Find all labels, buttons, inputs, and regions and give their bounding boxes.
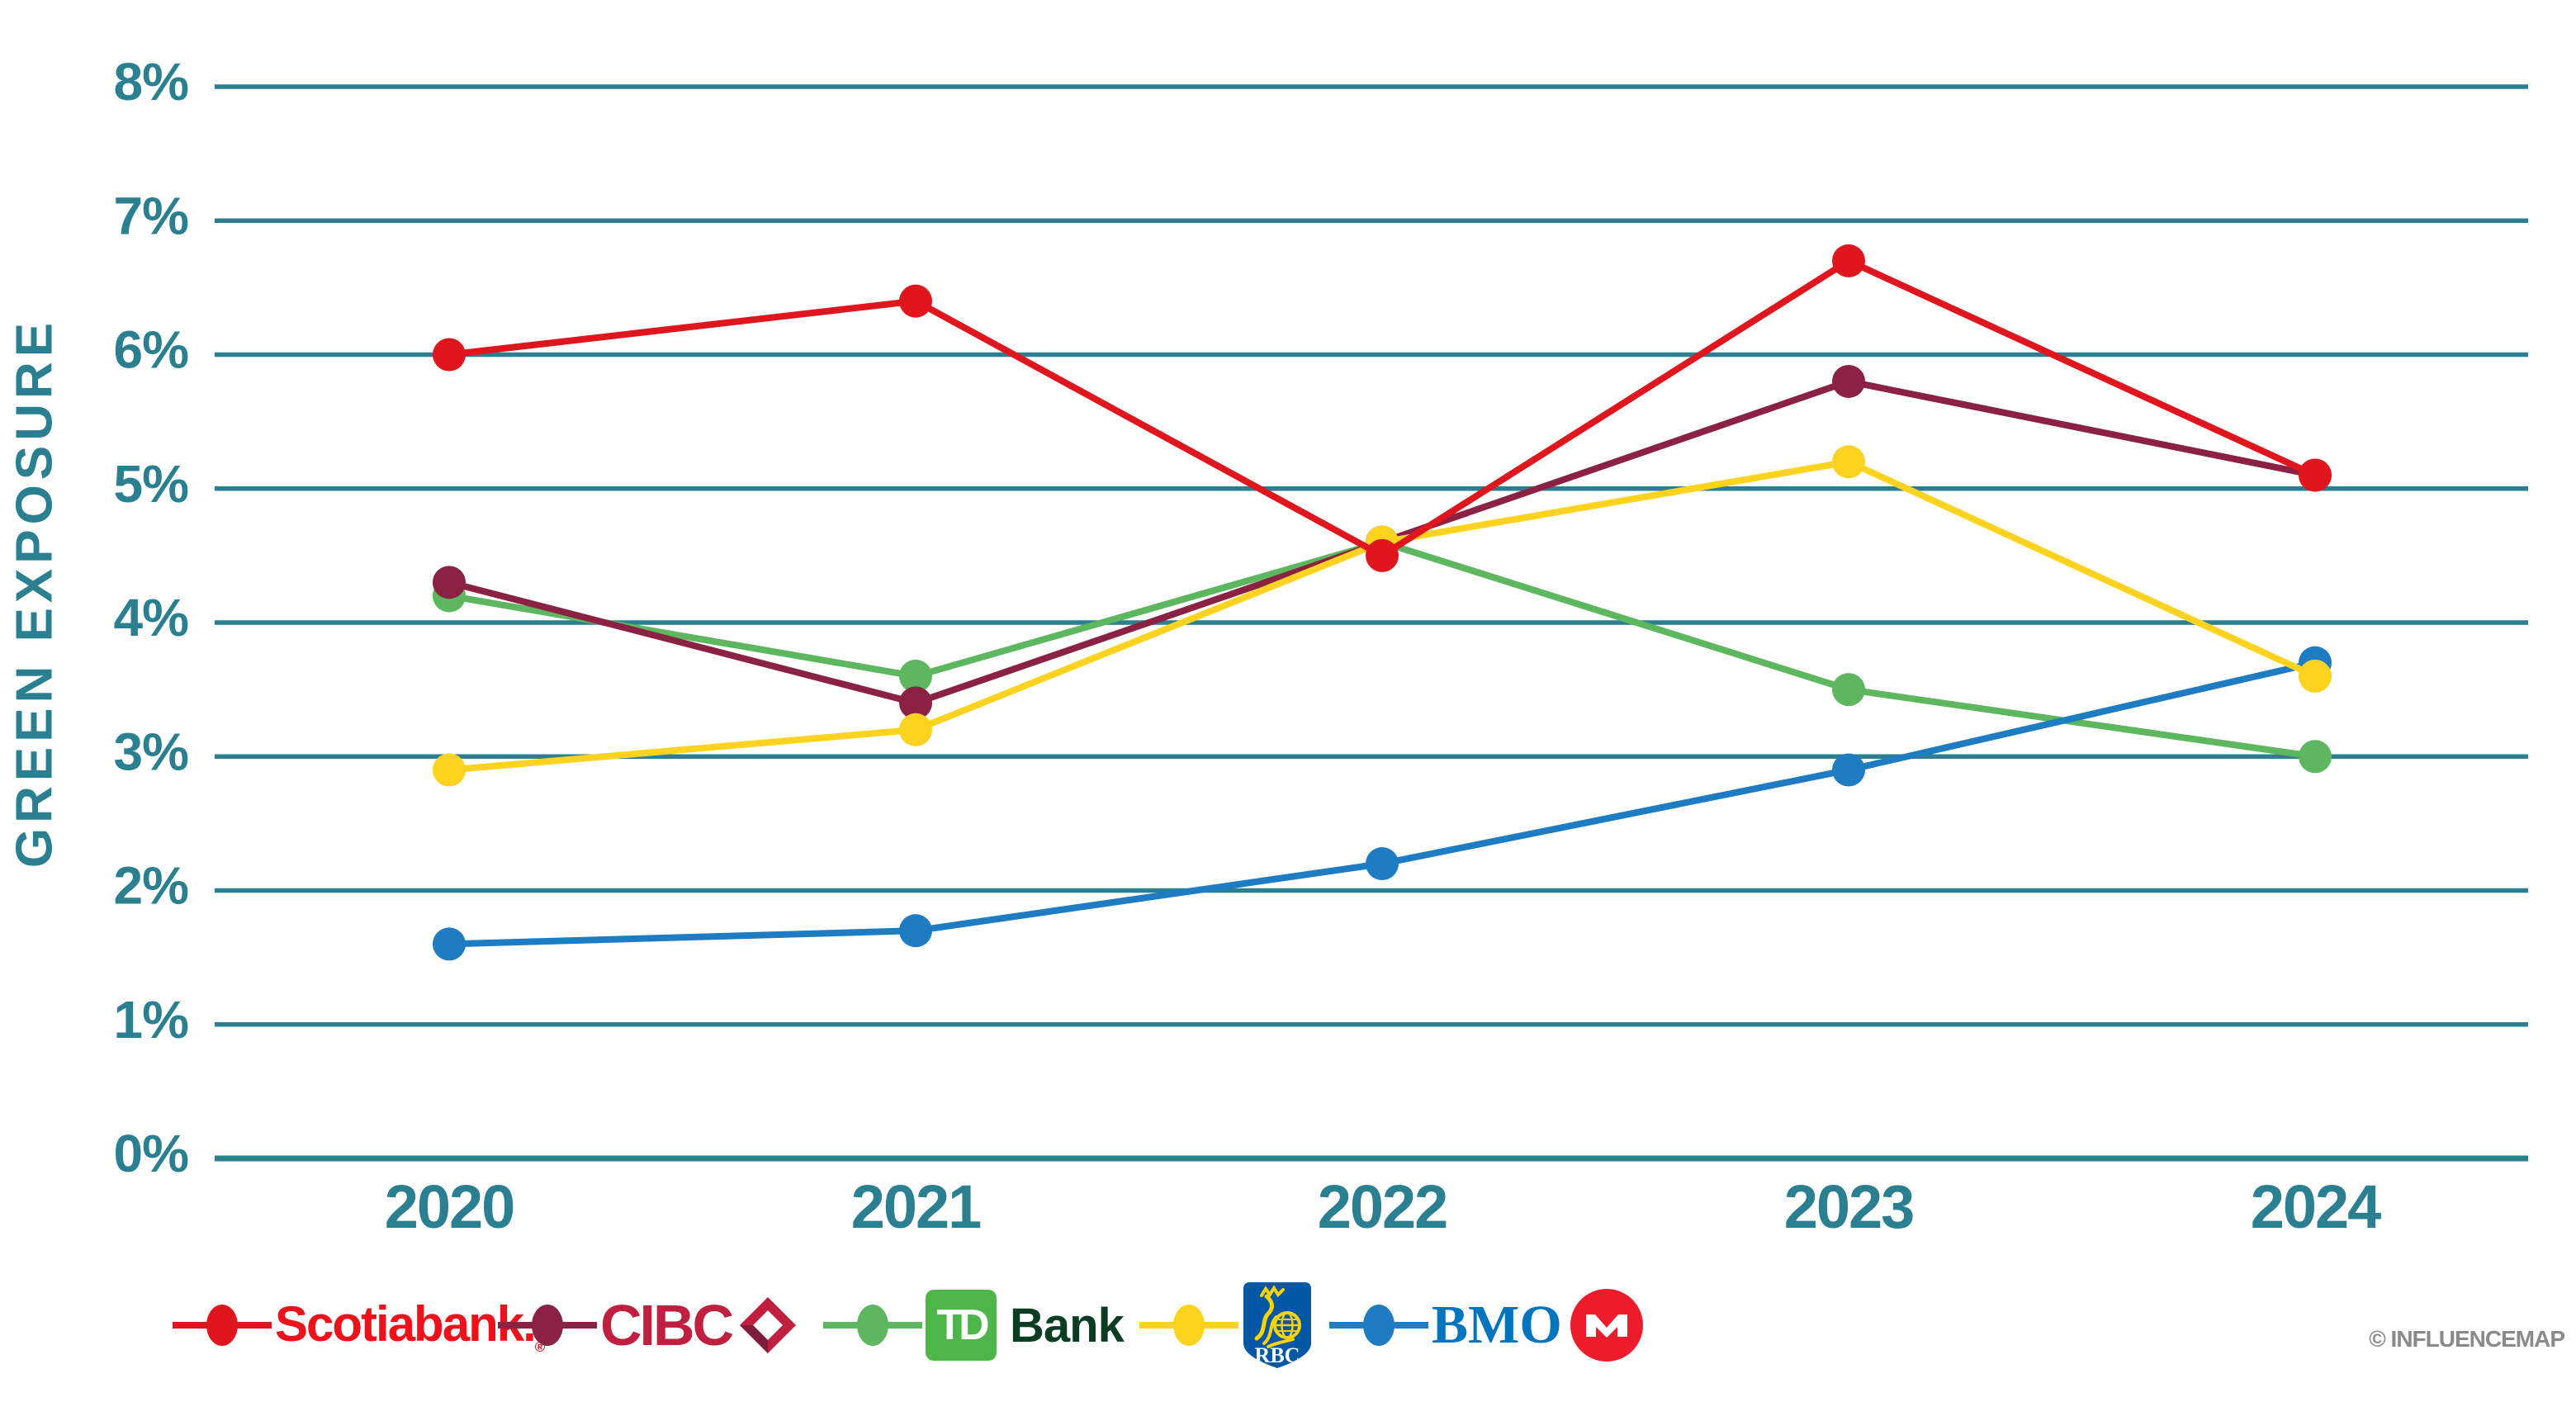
data-point-cibc-2020	[433, 566, 466, 599]
y-tick-label-3%: 3%	[114, 722, 189, 781]
bmo-roundel-icon	[1570, 1289, 1643, 1362]
data-point-td-bank-2024	[2299, 740, 2332, 774]
y-tick-label-7%: 7%	[114, 186, 189, 245]
td-bank-text: Bank	[1010, 1298, 1125, 1352]
y-tick-label-0%: 0%	[114, 1124, 189, 1183]
line-chart: 0% 1% 2% 3% 4% 5% 6% 7% 8% 2020 2021 2022 2023 2024	[114, 52, 2528, 1241]
x-tick-label-2020: 2020	[385, 1172, 514, 1241]
legend-marker-rbc	[1139, 1305, 1238, 1346]
data-point-rbc-2021	[899, 713, 932, 746]
legend-item-cibc: CIBC	[498, 1276, 798, 1375]
data-point-cibc-2023	[1832, 364, 1865, 398]
y-tick-label-8%: 8%	[114, 52, 189, 111]
legend-item-rbc: RBC	[1139, 1276, 1313, 1375]
y-tick-label-1%: 1%	[114, 990, 189, 1049]
data-point-rbc-2024	[2299, 659, 2332, 693]
data-point-scotiabank-2021	[899, 284, 932, 318]
legend-marker-bmo	[1329, 1305, 1428, 1346]
cibc-wordmark: CIBC	[600, 1293, 734, 1357]
rbc-shield-icon: RBC	[1243, 1282, 1311, 1368]
data-point-scotiabank-2020	[433, 338, 466, 372]
x-tick-label-2023: 2023	[1784, 1172, 1914, 1241]
data-point-bmo-2020	[433, 927, 466, 961]
y-tick-label-5%: 5%	[114, 454, 189, 514]
data-point-scotiabank-2024	[2299, 458, 2332, 492]
td-bank-logo: TD Bank	[926, 1290, 1125, 1361]
scotiabank-wordmark: Scotiabank.	[275, 1295, 537, 1352]
td-logo-square: TD	[926, 1290, 997, 1361]
data-point-td-bank-2021	[899, 659, 932, 693]
y-tick-label-2%: 2%	[114, 856, 189, 916]
bmo-wordmark: BMO	[1432, 1295, 1562, 1355]
td-logo-letters: TD	[936, 1301, 989, 1349]
data-point-scotiabank-2023	[1832, 244, 1865, 277]
series-line-scotiabank	[448, 257, 2317, 559]
y-tick-label-6%: 6%	[114, 320, 189, 380]
legend-marker-cibc	[498, 1305, 597, 1346]
scotiabank-logo: Scotiabank.®	[275, 1295, 545, 1356]
data-point-rbc-2020	[433, 753, 466, 787]
x-tick-label-2024: 2024	[2251, 1172, 2381, 1241]
x-tick-label-2022: 2022	[1318, 1172, 1447, 1241]
rbc-logo: RBC	[1242, 1281, 1313, 1370]
data-point-cibc-2021	[899, 686, 932, 720]
x-tick-label-2021: 2021	[851, 1172, 981, 1241]
data-point-scotiabank-2022	[1366, 538, 1399, 572]
rbc-shield-text: RBC	[1255, 1343, 1300, 1367]
data-point-bmo-2022	[1366, 847, 1399, 881]
bmo-logo: BMO	[1432, 1289, 1643, 1362]
legend-item-scotiabank: Scotiabank.®	[173, 1276, 545, 1375]
data-point-bmo-2021	[899, 914, 932, 948]
data-point-td-bank-2023	[1832, 673, 1865, 707]
data-point-bmo-2023	[1832, 753, 1865, 787]
cibc-diamond-icon	[740, 1297, 797, 1353]
influencemap-watermark: © INFLUENCEMAP	[2369, 1326, 2565, 1352]
data-point-rbc-2023	[1832, 445, 1865, 479]
legend-item-bmo: BMO	[1329, 1276, 1643, 1375]
cibc-logo: CIBC	[600, 1292, 798, 1358]
series-line-bmo	[448, 659, 2316, 948]
y-tick-label-4%: 4%	[114, 588, 189, 647]
legend-item-td-bank: TD Bank	[823, 1276, 1125, 1375]
legend-marker-scotiabank	[173, 1305, 272, 1346]
legend-marker-td	[823, 1305, 922, 1346]
